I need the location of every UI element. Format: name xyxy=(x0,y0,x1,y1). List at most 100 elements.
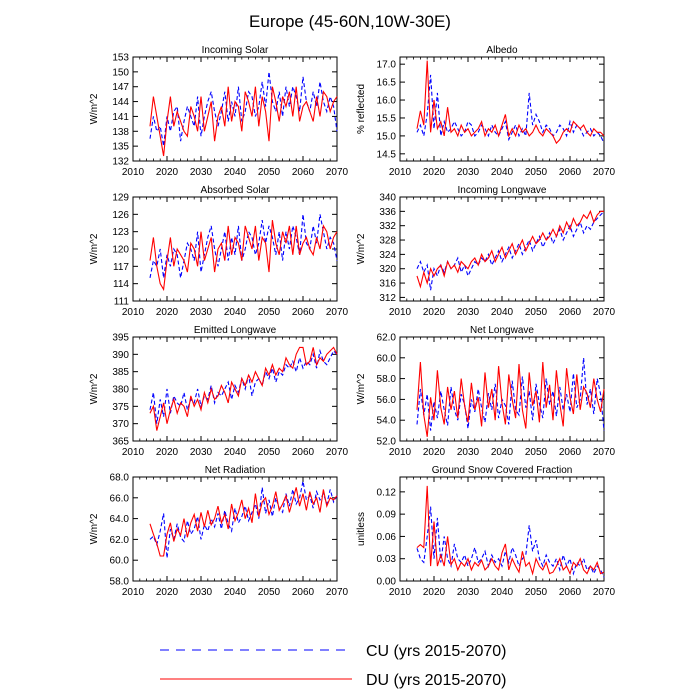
x-tick-label: 2070 xyxy=(326,167,349,178)
y-tick-label: 16.5 xyxy=(377,78,397,89)
y-tick-label: 64.0 xyxy=(110,514,130,525)
x-tick-label: 2070 xyxy=(593,167,616,178)
y-tick-label: 58.0 xyxy=(377,374,397,385)
panel-8: 2010 2020 2030 2040 2050 2060 2070 0.00 0.03 0.06… xyxy=(356,465,616,598)
y-tick-label: 66.0 xyxy=(110,493,130,504)
y-tick-label: 56.0 xyxy=(377,395,397,406)
figure-title: Europe (45-60N,10W-30E) xyxy=(249,12,451,31)
series-cu-line xyxy=(416,357,605,431)
panel-title: Incoming Longwave xyxy=(458,185,547,196)
plot-frame xyxy=(132,56,338,162)
y-axis-label: unitless xyxy=(356,512,367,546)
y-tick-label: 380 xyxy=(112,385,129,396)
panel-5: 2010 2020 2030 2040 2050 2060 2070 365 370 375 380… xyxy=(89,325,349,458)
series-cu-line xyxy=(416,74,605,144)
series-du-line xyxy=(149,220,338,292)
legend: CU (yrs 2015-2070) DU (yrs 2015-2070) xyxy=(160,643,507,689)
legend-cu-label: CU (yrs 2015-2070) xyxy=(366,643,507,660)
y-tick-label: 0.00 xyxy=(377,577,397,588)
legend-du-label: DU (yrs 2015-2070) xyxy=(366,672,507,689)
y-tick-label: 120 xyxy=(112,245,129,256)
y-tick-label: 324 xyxy=(379,250,396,261)
series-du-line xyxy=(149,86,338,157)
x-tick-label: 2030 xyxy=(190,167,213,178)
panel-title: Absorbed Solar xyxy=(201,185,271,196)
y-tick-label: 316 xyxy=(379,279,396,290)
x-tick-label: 2010 xyxy=(122,167,145,178)
x-tick-label: 2010 xyxy=(389,167,412,178)
series-du-line xyxy=(416,485,605,576)
y-tick-label: 385 xyxy=(112,367,129,378)
y-tick-label: 129 xyxy=(112,193,129,204)
x-tick-label: 2050 xyxy=(258,167,281,178)
y-tick-label: 153 xyxy=(112,53,129,64)
y-tick-label: 16.0 xyxy=(377,96,397,107)
x-tick-label: 2030 xyxy=(190,587,213,598)
panel-title: Ground Snow Covered Fraction xyxy=(432,465,573,476)
y-tick-label: 0.09 xyxy=(377,510,397,521)
x-tick-label: 2040 xyxy=(491,167,514,178)
x-tick-label: 2050 xyxy=(525,307,548,318)
x-tick-label: 2070 xyxy=(593,587,616,598)
x-tick-label: 2030 xyxy=(190,307,213,318)
y-tick-label: 340 xyxy=(379,193,396,204)
y-tick-label: 52.0 xyxy=(377,437,397,448)
x-tick-label: 2060 xyxy=(292,167,315,178)
x-tick-label: 2010 xyxy=(122,587,145,598)
y-axis-label: W/m^2 xyxy=(356,233,367,264)
y-tick-label: 60.0 xyxy=(110,556,130,567)
series-du-line xyxy=(149,346,338,431)
x-tick-label: 2060 xyxy=(559,167,582,178)
x-tick-label: 2010 xyxy=(389,307,412,318)
y-tick-label: 0.06 xyxy=(377,532,397,543)
plot-frame xyxy=(132,476,338,582)
x-tick-label: 2050 xyxy=(525,587,548,598)
y-tick-label: 117 xyxy=(113,262,129,273)
series-du-line xyxy=(416,60,605,145)
x-tick-label: 2040 xyxy=(224,447,247,458)
y-axis-label: W/m^2 xyxy=(356,373,367,404)
panel-title: Incoming Solar xyxy=(202,45,269,56)
x-tick-label: 2040 xyxy=(491,307,514,318)
y-axis-label: % reflected xyxy=(356,84,367,134)
y-tick-label: 390 xyxy=(112,350,129,361)
y-tick-label: 320 xyxy=(379,264,396,275)
y-axis-label: W/m^2 xyxy=(89,233,100,264)
series-du-line xyxy=(416,209,604,289)
panel-6: 2010 2020 2030 2040 2050 2060 2070 52.0 54.0 56.0… xyxy=(356,325,616,458)
x-tick-label: 2020 xyxy=(423,167,446,178)
panel-title: Net Longwave xyxy=(470,325,534,336)
y-tick-label: 17.0 xyxy=(377,60,397,71)
x-tick-label: 2030 xyxy=(457,167,480,178)
x-tick-label: 2060 xyxy=(292,447,315,458)
y-tick-label: 336 xyxy=(379,207,396,218)
y-tick-label: 114 xyxy=(113,279,129,290)
y-axis-label: W/m^2 xyxy=(89,93,100,124)
x-tick-label: 2070 xyxy=(593,447,616,458)
x-tick-label: 2050 xyxy=(258,447,281,458)
y-axis-label: W/m^2 xyxy=(89,513,100,544)
x-tick-label: 2060 xyxy=(292,307,315,318)
panels: 2010 2020 2030 2040 2050 2060 2070 132 135 138 141… xyxy=(89,45,616,598)
x-tick-label: 2010 xyxy=(389,447,412,458)
series-cu-line xyxy=(149,481,338,559)
y-tick-label: 123 xyxy=(112,227,129,238)
y-tick-label: 141 xyxy=(112,112,129,123)
y-tick-label: 54.0 xyxy=(377,416,397,427)
y-tick-label: 58.0 xyxy=(110,577,130,588)
x-tick-label: 2010 xyxy=(389,587,412,598)
x-tick-label: 2060 xyxy=(559,307,582,318)
y-tick-label: 147 xyxy=(112,82,129,93)
panel-7: 2010 2020 2030 2040 2050 2060 2070 58.0 60.0 62.0… xyxy=(89,465,349,598)
panel-1: 2010 2020 2030 2040 2050 2060 2070 132 135 138 141… xyxy=(89,45,349,178)
y-tick-label: 312 xyxy=(379,293,396,304)
x-tick-label: 2020 xyxy=(156,587,179,598)
y-tick-label: 62.0 xyxy=(377,333,397,344)
x-tick-label: 2070 xyxy=(326,447,349,458)
panel-title: Albedo xyxy=(486,45,518,56)
x-tick-label: 2020 xyxy=(156,447,179,458)
y-tick-label: 126 xyxy=(112,210,129,221)
x-tick-label: 2040 xyxy=(491,587,514,598)
x-tick-label: 2020 xyxy=(423,447,446,458)
